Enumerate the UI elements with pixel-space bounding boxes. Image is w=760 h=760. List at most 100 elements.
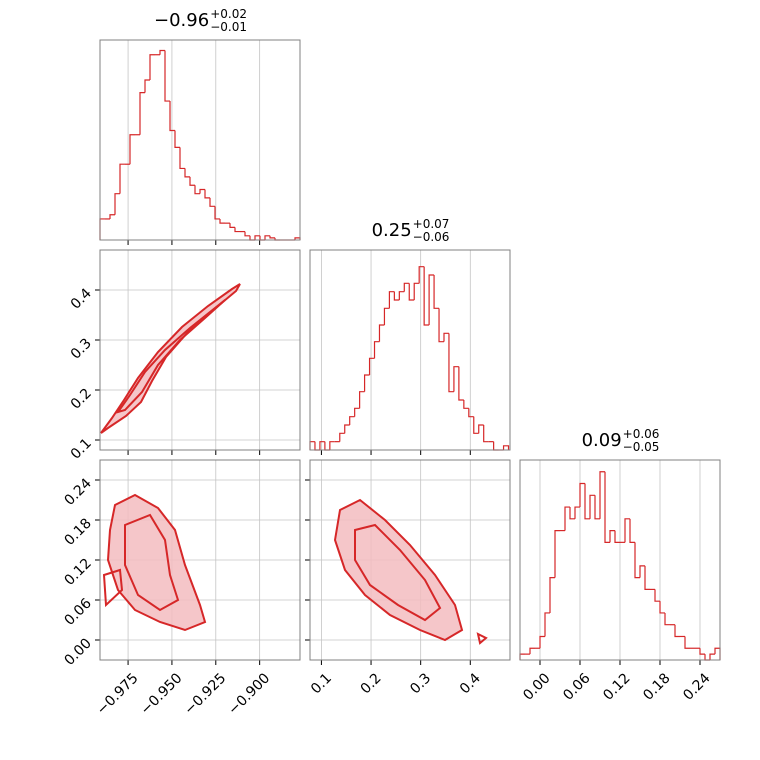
histogram-step: [144, 79, 150, 93]
histogram-step: [234, 227, 240, 233]
histogram-step: [544, 612, 550, 637]
y-tick-label: 0.18: [61, 516, 94, 549]
histogram-step: [209, 197, 215, 207]
title-lower: −0.05: [623, 440, 660, 454]
panel-frame: [309, 249, 511, 451]
histogram-step: [363, 374, 370, 392]
histogram-step: [309, 441, 315, 450]
histogram-step: [199, 188, 205, 194]
histogram-step: [403, 282, 410, 292]
panel-frame: [309, 459, 511, 661]
histogram-step: [319, 441, 325, 450]
histogram-step: [453, 366, 459, 392]
histogram-step: [714, 647, 721, 660]
histogram-step: [448, 333, 454, 393]
x-tick-label: −0.900: [225, 670, 273, 718]
histogram-step: [314, 441, 320, 451]
histogram-step: [388, 291, 395, 309]
histogram-step: [109, 214, 115, 219]
histogram-step: [473, 416, 479, 434]
histogram-step: [119, 163, 125, 194]
histogram-step: [614, 530, 620, 543]
histogram-step: [529, 647, 535, 655]
histogram-step: [644, 565, 650, 591]
histogram-step: [493, 441, 499, 451]
histogram-step: [704, 654, 710, 661]
y-tick-label: 0.24: [61, 475, 94, 508]
histogram-step: [324, 441, 330, 451]
histogram-step: [413, 282, 420, 300]
histogram-step: [264, 235, 270, 240]
histogram-step: [574, 506, 580, 519]
histogram-step: [599, 471, 605, 519]
title-value: 0.09: [582, 430, 622, 451]
x-tick-label: 0.18: [640, 670, 673, 703]
histogram-step: [674, 624, 680, 638]
y-tick-label: 0.1: [68, 436, 95, 463]
histogram-step: [443, 332, 449, 342]
contour: [476, 632, 488, 645]
y-tick-label: 0.2: [68, 386, 95, 413]
histogram-step: [604, 471, 610, 543]
histogram-step: [249, 235, 255, 241]
histogram-step: [654, 589, 660, 602]
contour: [115, 299, 226, 414]
y-tick-label: 0.4: [68, 285, 95, 312]
title-upper: +0.06: [623, 427, 660, 441]
histogram-step: [433, 275, 440, 309]
histogram-step: [149, 54, 155, 80]
histogram-step: [624, 518, 630, 543]
histogram-step: [368, 357, 375, 375]
y-tick-label: 0.00: [61, 636, 94, 669]
histogram-step: [378, 324, 385, 342]
histogram-step: [159, 49, 165, 55]
histogram-step: [169, 101, 175, 132]
histogram-step: [639, 565, 645, 578]
histogram-step: [114, 193, 120, 215]
histogram-step: [579, 482, 585, 508]
histogram-step: [229, 223, 235, 228]
histogram-step: [609, 529, 615, 543]
contour: [124, 513, 180, 612]
histogram-step: [214, 206, 220, 220]
histogram-step: [709, 653, 715, 660]
histogram-step: [179, 147, 185, 170]
histogram-step: [418, 266, 425, 284]
y-tick-label: 0.12: [61, 556, 94, 589]
contour: [100, 283, 241, 434]
histogram-step: [244, 231, 250, 237]
histogram-step: [398, 291, 405, 300]
histogram-step: [664, 612, 670, 626]
panel-frame: [519, 459, 721, 661]
panel-frame: [99, 459, 301, 661]
x-tick-label: 0.24: [680, 670, 713, 703]
histogram-step: [549, 577, 555, 613]
x-tick-label: 0.1: [308, 670, 335, 697]
histogram-step: [99, 218, 105, 240]
histogram-step: [393, 291, 400, 301]
histogram-step: [659, 601, 665, 614]
histogram-step: [629, 518, 635, 543]
histogram-step: [354, 407, 360, 417]
histogram-step: [594, 495, 600, 520]
contour: [354, 523, 442, 622]
histogram-step: [554, 529, 560, 578]
contour: [333, 498, 464, 642]
panel-frame: [99, 249, 301, 451]
x-tick-label: −0.925: [181, 670, 229, 718]
x-tick-label: 0.06: [560, 670, 593, 703]
x-tick-label: 0.12: [600, 670, 633, 703]
histogram-step: [408, 283, 415, 301]
histogram-step: [349, 416, 355, 425]
histogram-step: [502, 445, 510, 450]
histogram-step: [344, 424, 350, 434]
histogram-step: [463, 400, 469, 409]
y-tick-label: 0.06: [61, 595, 94, 628]
histogram-step: [269, 235, 275, 239]
histogram-step: [564, 506, 570, 531]
histogram-step: [699, 648, 705, 655]
histogram-step: [204, 189, 210, 199]
title-value: 0.25: [372, 220, 412, 241]
contour: [106, 493, 207, 632]
